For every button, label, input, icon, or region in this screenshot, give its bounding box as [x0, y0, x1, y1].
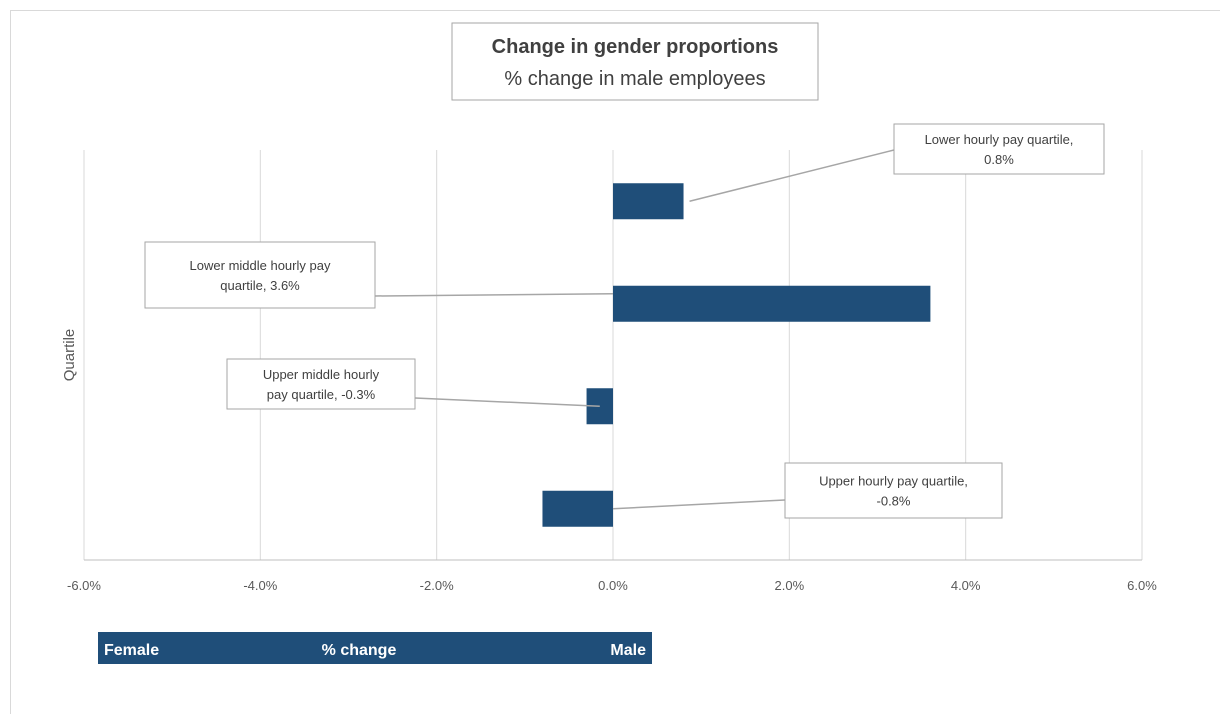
annotation-label: Lower middle hourly pay — [190, 258, 331, 273]
annotation-box — [226, 358, 416, 410]
x-tick-label: 2.0% — [775, 578, 805, 593]
annotation-label: Lower hourly pay quartile, — [925, 132, 1074, 147]
y-axis-label: Quartile — [61, 329, 78, 382]
annotation-label: quartile, 3.6% — [220, 278, 300, 293]
annotation-leader-line — [689, 149, 895, 202]
annotation-box — [144, 241, 376, 309]
annotation-leader-line — [374, 293, 614, 297]
annotation-leader-line — [414, 397, 600, 407]
annotation-label: 0.8% — [984, 152, 1014, 167]
annotations: Lower hourly pay quartile, 0.8% Lower midd… — [144, 123, 1105, 519]
banner-female-label: Female — [104, 642, 159, 659]
bars — [542, 183, 931, 527]
x-tick-label: 4.0% — [951, 578, 981, 593]
chart-title-box: Change in gender proportions % change in… — [451, 22, 819, 101]
chart-frame — [10, 10, 1220, 714]
bar — [542, 490, 613, 527]
x-tick-label: 6.0% — [1127, 578, 1157, 593]
x-tick-label: -2.0% — [420, 578, 454, 593]
bar — [613, 285, 931, 322]
bar — [613, 183, 684, 220]
banner-change-label: % change — [322, 642, 397, 659]
x-tick-label: 0.0% — [598, 578, 628, 593]
annotation-box — [784, 462, 1003, 519]
annotation-box — [893, 123, 1105, 175]
x-tick-label: -6.0% — [67, 578, 101, 593]
x-tick-label: -4.0% — [243, 578, 277, 593]
x-tick-labels: -6.0% -4.0% -2.0% 0.0% 2.0% 4.0% 6.0% — [67, 578, 1157, 593]
annotation-label: pay quartile, -0.3% — [267, 387, 376, 402]
annotation-label: Upper hourly pay quartile, — [819, 474, 968, 489]
annotation-leaders — [374, 149, 895, 510]
direction-banner: Female % change Male — [98, 632, 652, 664]
annotation-label: -0.8% — [877, 494, 911, 509]
annotation-label: Upper middle hourly — [263, 367, 380, 382]
banner-male-label: Male — [610, 642, 646, 659]
annotation-leader-line — [612, 499, 786, 510]
chart-subtitle: % change in male employees — [504, 68, 765, 90]
chart-title: Change in gender proportions — [492, 36, 779, 58]
